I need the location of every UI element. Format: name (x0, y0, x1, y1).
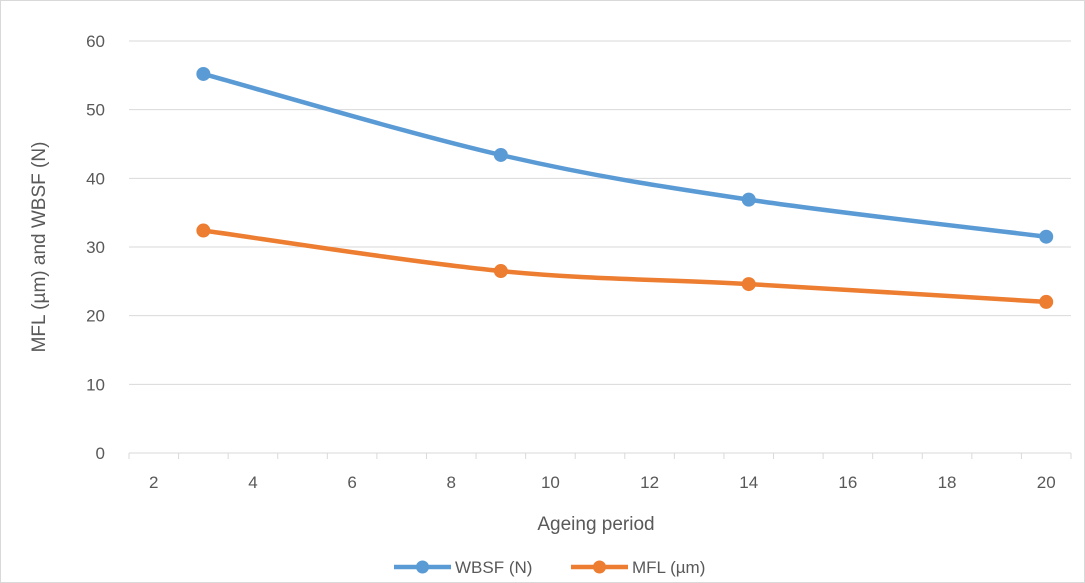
series-line-wbsf-n (201, 71, 1049, 239)
data-point-mfl-m (741, 277, 756, 292)
data-point-mfl-m (493, 264, 508, 279)
data-point-wbsf-n (1039, 229, 1054, 244)
legend-marker-wbsf-n (416, 560, 429, 574)
data-point-wbsf-n (741, 192, 756, 207)
x-tick-label: 18 (938, 473, 957, 492)
legend-label-wbsf-n: WBSF (N) (455, 558, 532, 577)
y-axis-tick-labels: 0 10 20 30 40 50 60 (86, 32, 105, 463)
x-tick-label: 12 (640, 473, 659, 492)
data-point-mfl-m (196, 223, 211, 238)
y-tick-label: 40 (86, 169, 105, 188)
y-tick-label: 10 (86, 375, 105, 394)
data-point-wbsf-n (493, 147, 508, 162)
data-point-wbsf-n (196, 66, 211, 81)
legend: WBSF (N) MFL (µm) (394, 558, 705, 577)
x-tick-label: 10 (541, 473, 560, 492)
x-tick-label: 6 (347, 473, 356, 492)
x-tick-label: 2 (149, 473, 158, 492)
grid-lines (129, 40, 1071, 385)
series-line-mfl-m (201, 228, 1049, 305)
x-axis (128, 452, 1072, 459)
x-axis-title: Ageing period (537, 514, 654, 535)
y-tick-label: 30 (86, 238, 105, 257)
legend-label-mfl-m: MFL (µm) (632, 558, 705, 577)
x-tick-label: 8 (447, 473, 456, 492)
series-lines (196, 66, 1054, 309)
x-tick-label: 20 (1037, 473, 1056, 492)
x-tick-label: 4 (248, 473, 257, 492)
x-tick-label: 14 (739, 473, 758, 492)
data-point-mfl-m (1039, 294, 1054, 309)
legend-marker-mfl-m (593, 560, 606, 574)
x-tick-label: 16 (838, 473, 857, 492)
y-tick-label: 50 (86, 101, 105, 120)
y-tick-label: 0 (96, 444, 105, 463)
x-axis-tick-labels: 2 4 6 8 10 12 14 16 18 20 (149, 473, 1056, 492)
y-tick-label: 20 (86, 307, 105, 326)
y-tick-label: 60 (86, 32, 105, 51)
y-axis-title: MFL (µm) and WBSF (N) (29, 142, 50, 353)
